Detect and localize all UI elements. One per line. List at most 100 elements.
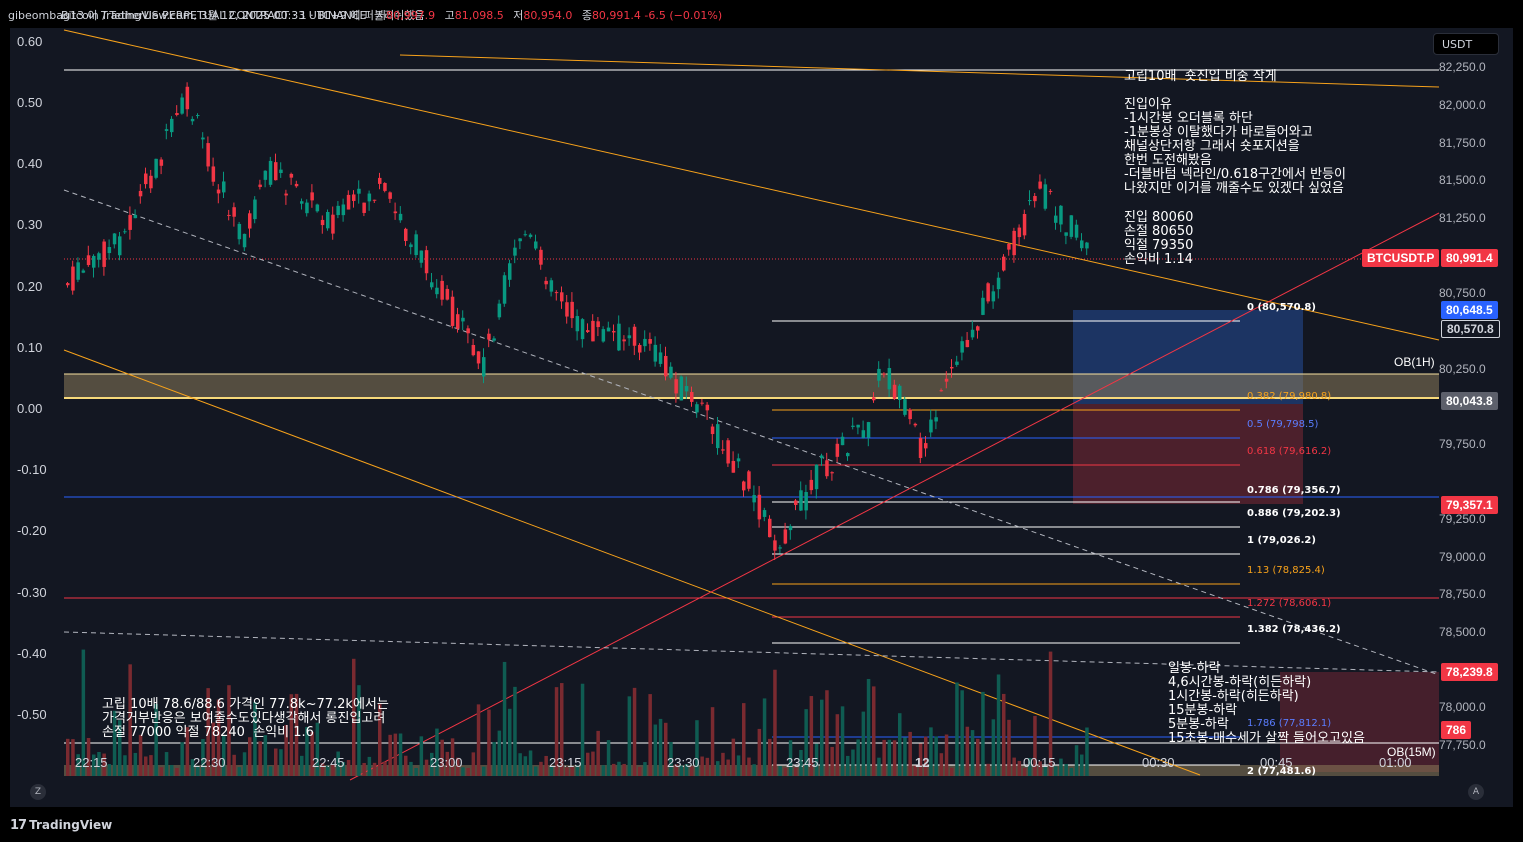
candle-body xyxy=(601,329,606,342)
fib-level-label: 0.5 (79,798.5) xyxy=(1247,419,1319,430)
candle-body xyxy=(175,113,179,115)
candle-body xyxy=(970,329,975,338)
candle-body xyxy=(86,255,91,266)
candle-body xyxy=(721,449,725,451)
candle-body xyxy=(300,201,304,204)
volume-bar xyxy=(279,749,283,776)
candle-body xyxy=(575,316,580,332)
volume-bar xyxy=(518,753,522,776)
candle-body xyxy=(991,291,996,302)
channel-bottom-line xyxy=(63,349,1201,776)
candle-body xyxy=(1059,205,1063,225)
volume-bar xyxy=(747,757,751,776)
volume-bar xyxy=(872,686,876,776)
volume-bar xyxy=(268,766,273,776)
open-label: 시 xyxy=(375,9,387,22)
high-label: 고 xyxy=(444,9,455,22)
tradingview-logo[interactable]: 17 TradingView xyxy=(10,818,112,833)
volume-bar xyxy=(320,763,325,776)
volume-bar xyxy=(788,740,793,776)
volume-bar xyxy=(300,755,304,776)
volume-bar xyxy=(227,685,231,776)
volume-bar xyxy=(1012,757,1016,776)
volume-bar xyxy=(664,722,668,776)
candle-body xyxy=(409,244,413,248)
chart-pane[interactable] xyxy=(10,28,1513,807)
candle-body xyxy=(1074,224,1079,238)
volume-bar xyxy=(149,755,153,776)
price-axis-label: 79,750.0 xyxy=(1439,437,1486,451)
volume-bar xyxy=(846,755,850,776)
candle-body xyxy=(367,193,372,202)
candle-body xyxy=(788,526,793,531)
candle-body xyxy=(851,425,855,427)
fib-level-label: 1 (79,026.2) xyxy=(1247,535,1316,546)
volume-bar xyxy=(419,736,424,776)
chart-canvas[interactable] xyxy=(10,28,1513,807)
volume-bar xyxy=(658,718,663,776)
volume-bar xyxy=(164,752,169,776)
candle-body xyxy=(76,262,80,280)
volume-bar xyxy=(632,687,637,776)
volume-bar xyxy=(705,757,710,776)
candle-body xyxy=(102,241,106,267)
fib-level-label: 0.786 (79,356.7) xyxy=(1247,485,1341,496)
candle-body xyxy=(783,529,788,544)
candle-body xyxy=(731,460,736,473)
volume-bar xyxy=(471,752,476,776)
candle-body xyxy=(201,137,205,140)
candle-body xyxy=(596,321,600,328)
volume-bar xyxy=(263,735,268,776)
volume-bar xyxy=(409,761,413,776)
left-axis-label: 0.50 xyxy=(17,95,43,110)
candle-body xyxy=(268,160,273,185)
candle-body xyxy=(456,314,460,329)
candle-body xyxy=(898,385,902,400)
volume-bar xyxy=(679,765,684,776)
volume-bar xyxy=(372,762,377,776)
volume-bar xyxy=(1080,754,1084,776)
candle-body xyxy=(185,86,190,110)
volume-bar xyxy=(404,755,408,776)
currency-button[interactable]: USDT xyxy=(1433,33,1499,55)
volume-bar xyxy=(710,707,715,776)
volume-bar xyxy=(804,709,808,776)
candle-body xyxy=(357,188,361,194)
candle-body xyxy=(549,280,554,292)
volume-bar xyxy=(118,720,122,776)
auto-scale-button[interactable]: A xyxy=(1468,784,1484,800)
candle-body xyxy=(960,341,964,353)
candle-body xyxy=(887,368,892,390)
candle-body xyxy=(622,339,626,342)
price-axis-label: 77,750.0 xyxy=(1439,738,1486,752)
time-axis-label: 00:30 xyxy=(1142,755,1175,770)
close-value: 80,991.4 xyxy=(591,9,641,22)
fib-zero-badge: 80,570.8 xyxy=(1441,320,1500,338)
candle-body xyxy=(606,327,611,332)
candle-body xyxy=(284,193,288,196)
volume-bar xyxy=(653,724,658,776)
candle-body xyxy=(684,386,689,392)
candle-body xyxy=(913,423,918,426)
volume-bar xyxy=(430,752,434,776)
volume-bar xyxy=(341,762,346,776)
candle-body xyxy=(66,283,70,286)
time-axis-label: 01:00 xyxy=(1379,755,1412,770)
volume-bar xyxy=(284,725,288,776)
zoom-toggle-button[interactable]: Z xyxy=(30,784,46,800)
volume-bar xyxy=(190,759,195,776)
candle-body xyxy=(747,471,751,489)
volume-bar xyxy=(81,649,86,776)
volume-bar xyxy=(476,704,481,776)
ob-1h-label: OB(1H) xyxy=(1394,355,1435,369)
candle-body xyxy=(726,440,730,464)
volume-bar xyxy=(497,730,502,776)
volume-bar xyxy=(648,694,652,776)
candle-body xyxy=(1012,230,1016,256)
left-axis-label: 0.00 xyxy=(17,401,43,416)
candle-body xyxy=(799,490,803,511)
candle-body xyxy=(861,430,866,438)
volume-bar xyxy=(305,726,309,776)
left-axis-label: -0.30 xyxy=(17,585,47,600)
candle-body xyxy=(92,255,96,268)
